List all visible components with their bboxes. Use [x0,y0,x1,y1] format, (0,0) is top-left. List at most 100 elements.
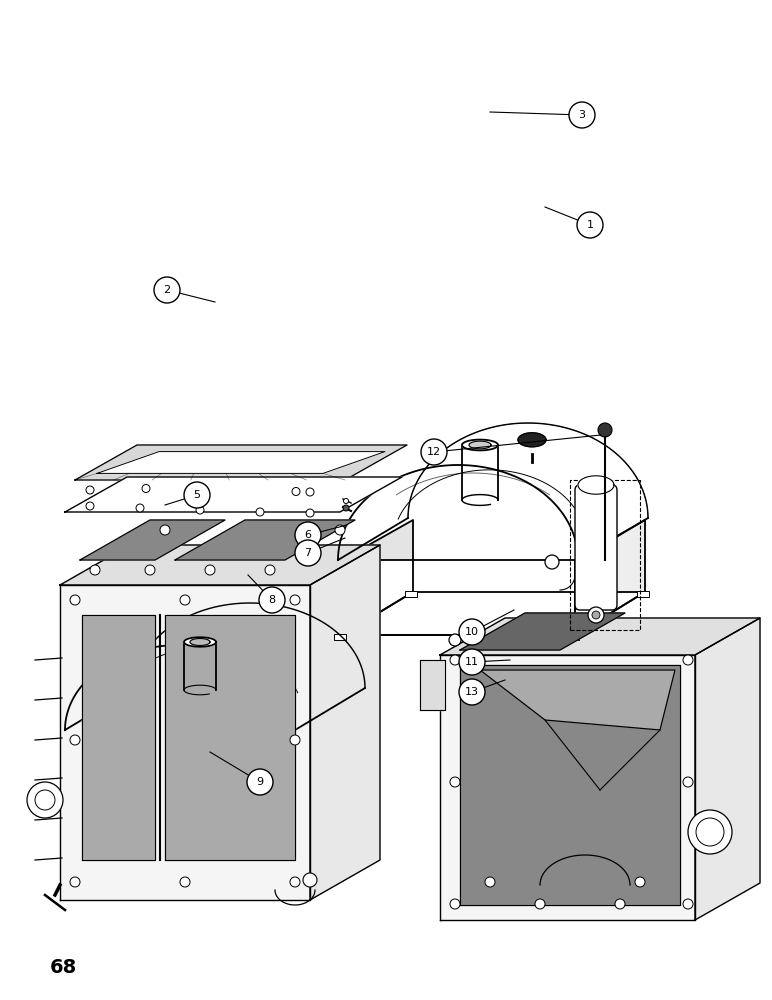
Text: 10: 10 [465,627,479,637]
Circle shape [450,655,460,665]
Circle shape [90,565,100,575]
Text: 9: 9 [256,777,263,787]
Polygon shape [462,440,498,450]
Polygon shape [184,637,216,647]
Polygon shape [420,660,445,710]
Circle shape [27,782,63,818]
Circle shape [136,504,144,512]
Polygon shape [80,520,225,560]
Circle shape [247,769,273,795]
Circle shape [615,899,625,909]
Polygon shape [460,613,625,650]
Polygon shape [518,433,546,447]
Circle shape [696,818,724,846]
Polygon shape [60,545,380,585]
Circle shape [259,587,285,613]
Text: 68: 68 [50,958,77,977]
Circle shape [343,505,349,511]
Polygon shape [575,520,645,635]
Circle shape [335,525,345,535]
Circle shape [295,540,321,566]
Circle shape [142,485,150,492]
Circle shape [303,873,317,887]
Polygon shape [97,452,385,473]
Text: 11: 11 [465,657,479,667]
Circle shape [70,595,80,605]
Circle shape [635,877,645,887]
Circle shape [154,277,180,303]
Circle shape [290,735,300,745]
Circle shape [459,679,485,705]
Circle shape [265,565,275,575]
Polygon shape [165,615,295,860]
Polygon shape [405,591,417,597]
Text: 1: 1 [587,220,594,230]
Circle shape [35,790,55,810]
Text: 13: 13 [465,687,479,697]
Polygon shape [567,634,579,640]
Polygon shape [480,670,675,730]
Circle shape [292,488,300,495]
Circle shape [290,877,300,887]
Polygon shape [342,560,575,635]
Circle shape [683,899,693,909]
Text: 12: 12 [427,447,441,457]
FancyBboxPatch shape [575,485,617,610]
Circle shape [160,525,170,535]
Circle shape [306,488,314,496]
Circle shape [180,877,190,887]
Polygon shape [578,476,614,494]
Polygon shape [637,591,649,597]
Polygon shape [190,639,210,645]
Circle shape [569,102,595,128]
Circle shape [145,565,155,575]
Text: 3: 3 [578,110,585,120]
Circle shape [450,777,460,787]
Polygon shape [469,441,491,449]
Circle shape [196,506,204,514]
Polygon shape [175,520,355,560]
Circle shape [588,607,604,623]
Circle shape [256,508,264,516]
Polygon shape [60,585,310,900]
Circle shape [70,735,80,745]
Circle shape [70,877,80,887]
Circle shape [290,595,300,605]
Circle shape [184,482,210,508]
Circle shape [86,502,94,510]
Circle shape [295,522,321,548]
Circle shape [459,649,485,675]
Polygon shape [75,445,407,480]
Circle shape [421,439,447,465]
Polygon shape [342,592,645,635]
Polygon shape [440,618,760,655]
Polygon shape [695,618,760,920]
Polygon shape [310,545,380,900]
Polygon shape [440,655,695,920]
Circle shape [180,595,190,605]
Polygon shape [70,758,360,800]
Circle shape [688,810,732,854]
Polygon shape [338,423,648,560]
Text: 7: 7 [304,548,312,558]
Circle shape [205,565,215,575]
Text: 6: 6 [304,530,311,540]
Polygon shape [334,634,346,640]
Circle shape [485,877,495,887]
Polygon shape [70,730,290,800]
Polygon shape [342,520,413,635]
Polygon shape [65,603,365,730]
Circle shape [344,498,348,504]
Circle shape [545,555,559,569]
Circle shape [449,634,461,646]
Text: 5: 5 [194,490,201,500]
Polygon shape [70,688,140,800]
Circle shape [598,423,612,437]
Polygon shape [290,688,360,800]
Polygon shape [65,477,402,512]
Circle shape [306,509,314,517]
Circle shape [450,899,460,909]
Polygon shape [82,615,155,860]
Circle shape [683,655,693,665]
Circle shape [592,611,600,619]
